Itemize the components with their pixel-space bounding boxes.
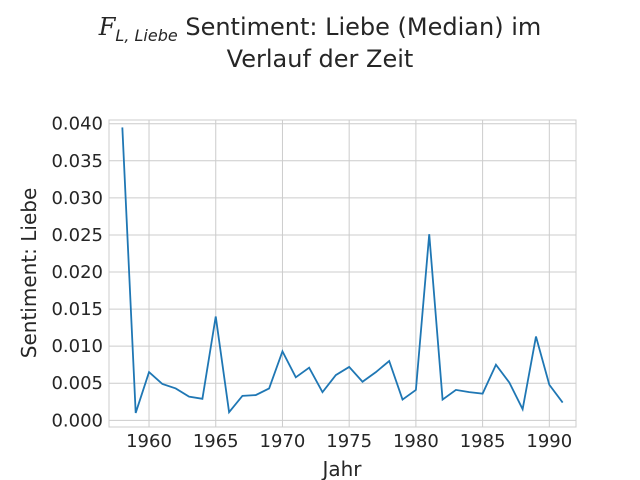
x-tick-label: 1970 <box>260 431 306 452</box>
title-text: Sentiment: Liebe (Median) im <box>185 13 542 41</box>
chart-title-line-1: FL, Liebe Sentiment: Liebe (Median) im <box>0 12 640 51</box>
y-tick-label: 0.010 <box>51 336 103 357</box>
y-axis-label: Sentiment: Liebe <box>17 188 41 358</box>
y-tick-label: 0.015 <box>51 299 103 320</box>
x-axis-label: Jahr <box>320 457 362 480</box>
y-tick-label: 0.035 <box>51 151 103 172</box>
y-tick-labels: 0.000 0.005 0.010 0.015 0.020 0.025 0.030 0.035… <box>51 114 103 432</box>
x-tick-label: 1960 <box>126 431 172 452</box>
x-tick-labels: 1960 1965 1970 1975 1980 1985 1990 <box>126 431 572 452</box>
y-tick-label: 0.025 <box>51 225 103 246</box>
y-tick-label: 0.005 <box>51 373 103 394</box>
chart-title-line-2: Verlauf der Zeit <box>226 45 414 73</box>
series-line <box>121 127 564 415</box>
y-tick-label: 0.020 <box>51 262 103 283</box>
title-symbol: F <box>98 13 116 41</box>
title-subscript: L, Liebe <box>115 25 178 45</box>
x-tick-label: 1965 <box>193 431 239 452</box>
y-tick-label: 0.040 <box>51 114 103 135</box>
x-tick-label: 1990 <box>526 431 572 452</box>
y-tick-label: 0.000 <box>51 410 103 431</box>
plot-frame <box>108 119 577 428</box>
x-tick-label: 1975 <box>326 431 372 452</box>
x-tick-label: 1980 <box>393 431 439 452</box>
x-tick-label: 1985 <box>460 431 506 452</box>
y-tick-label: 0.030 <box>51 188 103 209</box>
grid-lines <box>109 120 576 427</box>
